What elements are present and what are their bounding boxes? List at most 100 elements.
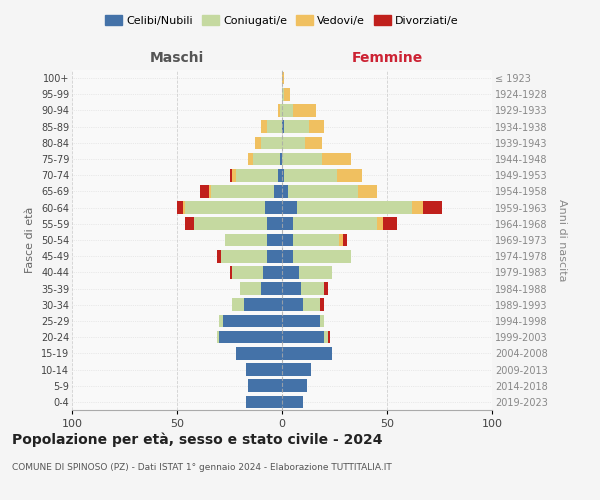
Bar xyxy=(293,218,377,230)
Bar xyxy=(268,234,282,246)
Bar xyxy=(282,72,284,85)
Bar xyxy=(282,136,305,149)
Bar xyxy=(412,202,422,214)
Bar xyxy=(211,185,274,198)
Bar xyxy=(282,266,299,278)
Bar xyxy=(278,104,280,117)
Bar xyxy=(261,282,282,295)
Bar xyxy=(268,120,282,133)
Bar xyxy=(221,250,268,262)
Y-axis label: Fasce di età: Fasce di età xyxy=(25,207,35,273)
Bar xyxy=(282,120,284,133)
Text: Femmine: Femmine xyxy=(352,51,422,65)
Bar xyxy=(278,169,282,181)
Bar xyxy=(299,266,332,278)
Bar xyxy=(248,380,282,392)
Bar xyxy=(194,218,268,230)
Text: Maschi: Maschi xyxy=(150,51,204,65)
Bar xyxy=(284,120,310,133)
Bar xyxy=(284,88,290,101)
Bar xyxy=(310,120,324,133)
Bar xyxy=(226,234,268,246)
Bar xyxy=(324,282,328,295)
Bar xyxy=(244,298,282,311)
Bar xyxy=(293,234,338,246)
Bar xyxy=(280,152,282,166)
Bar xyxy=(284,169,337,181)
Bar xyxy=(324,331,328,344)
Bar xyxy=(232,169,236,181)
Bar xyxy=(282,152,322,166)
Bar xyxy=(236,169,278,181)
Legend: Celibi/Nubili, Coniugati/e, Vedovi/e, Divorziati/e: Celibi/Nubili, Coniugati/e, Vedovi/e, Di… xyxy=(101,10,463,30)
Bar xyxy=(209,185,211,198)
Bar xyxy=(184,202,185,214)
Bar xyxy=(236,347,282,360)
Bar xyxy=(282,380,307,392)
Bar xyxy=(289,185,358,198)
Bar xyxy=(320,314,324,328)
Bar xyxy=(301,282,324,295)
Bar xyxy=(254,136,261,149)
Bar xyxy=(232,298,244,311)
Bar xyxy=(337,169,362,181)
Bar xyxy=(268,218,282,230)
Bar xyxy=(293,250,352,262)
Bar xyxy=(343,234,347,246)
Bar xyxy=(253,152,280,166)
Bar xyxy=(268,250,282,262)
Text: COMUNE DI SPINOSO (PZ) - Dati ISTAT 1° gennaio 2024 - Elaborazione TUTTITALIA.IT: COMUNE DI SPINOSO (PZ) - Dati ISTAT 1° g… xyxy=(12,462,392,471)
Bar xyxy=(261,136,282,149)
Bar xyxy=(338,234,343,246)
Bar xyxy=(358,185,377,198)
Bar xyxy=(265,202,282,214)
Bar xyxy=(230,266,232,278)
Bar xyxy=(282,185,289,198)
Bar xyxy=(305,136,322,149)
Bar xyxy=(282,169,284,181)
Bar xyxy=(280,104,282,117)
Bar xyxy=(296,202,412,214)
Bar xyxy=(282,347,332,360)
Bar xyxy=(219,314,223,328)
Bar xyxy=(293,104,316,117)
Bar xyxy=(230,169,232,181)
Bar xyxy=(217,331,219,344)
Bar xyxy=(185,218,194,230)
Bar xyxy=(322,152,351,166)
Bar xyxy=(282,331,324,344)
Bar xyxy=(200,185,209,198)
Y-axis label: Anni di nascita: Anni di nascita xyxy=(557,198,567,281)
Bar xyxy=(282,298,303,311)
Bar xyxy=(240,282,261,295)
Bar xyxy=(422,202,442,214)
Bar xyxy=(217,250,221,262)
Bar xyxy=(377,218,383,230)
Bar xyxy=(223,314,282,328)
Bar xyxy=(248,152,253,166)
Bar xyxy=(282,396,303,408)
Bar xyxy=(282,202,296,214)
Bar xyxy=(185,202,265,214)
Bar xyxy=(232,266,263,278)
Bar xyxy=(282,88,284,101)
Bar xyxy=(177,202,184,214)
Bar xyxy=(282,234,293,246)
Bar xyxy=(383,218,397,230)
Bar xyxy=(282,104,293,117)
Bar xyxy=(263,266,282,278)
Bar xyxy=(274,185,282,198)
Bar xyxy=(261,120,268,133)
Bar xyxy=(303,298,320,311)
Bar xyxy=(282,282,301,295)
Bar xyxy=(247,363,282,376)
Bar xyxy=(282,250,293,262)
Text: Popolazione per età, sesso e stato civile - 2024: Popolazione per età, sesso e stato civil… xyxy=(12,432,383,447)
Bar xyxy=(282,218,293,230)
Bar xyxy=(328,331,331,344)
Bar xyxy=(282,363,311,376)
Bar xyxy=(320,298,324,311)
Bar xyxy=(282,314,320,328)
Bar xyxy=(247,396,282,408)
Bar xyxy=(219,331,282,344)
